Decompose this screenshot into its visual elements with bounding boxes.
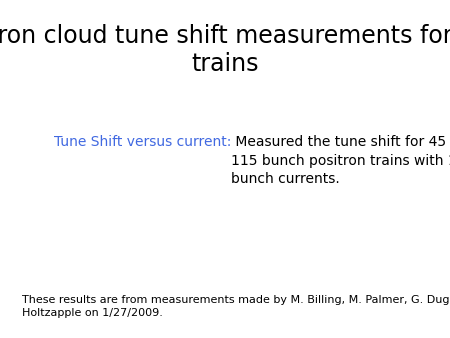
Text: These results are from measurements made by M. Billing, M. Palmer, G. Dugan, and: These results are from measurements made… <box>22 295 450 318</box>
Text: Measured the tune shift for 45 and
115 bunch positron trains with 14ns bunch spa: Measured the tune shift for 45 and 115 b… <box>231 135 450 186</box>
Text: Tune Shift versus current:: Tune Shift versus current: <box>54 135 231 149</box>
Text: Electron cloud tune shift measurements for long
trains: Electron cloud tune shift measurements f… <box>0 24 450 76</box>
